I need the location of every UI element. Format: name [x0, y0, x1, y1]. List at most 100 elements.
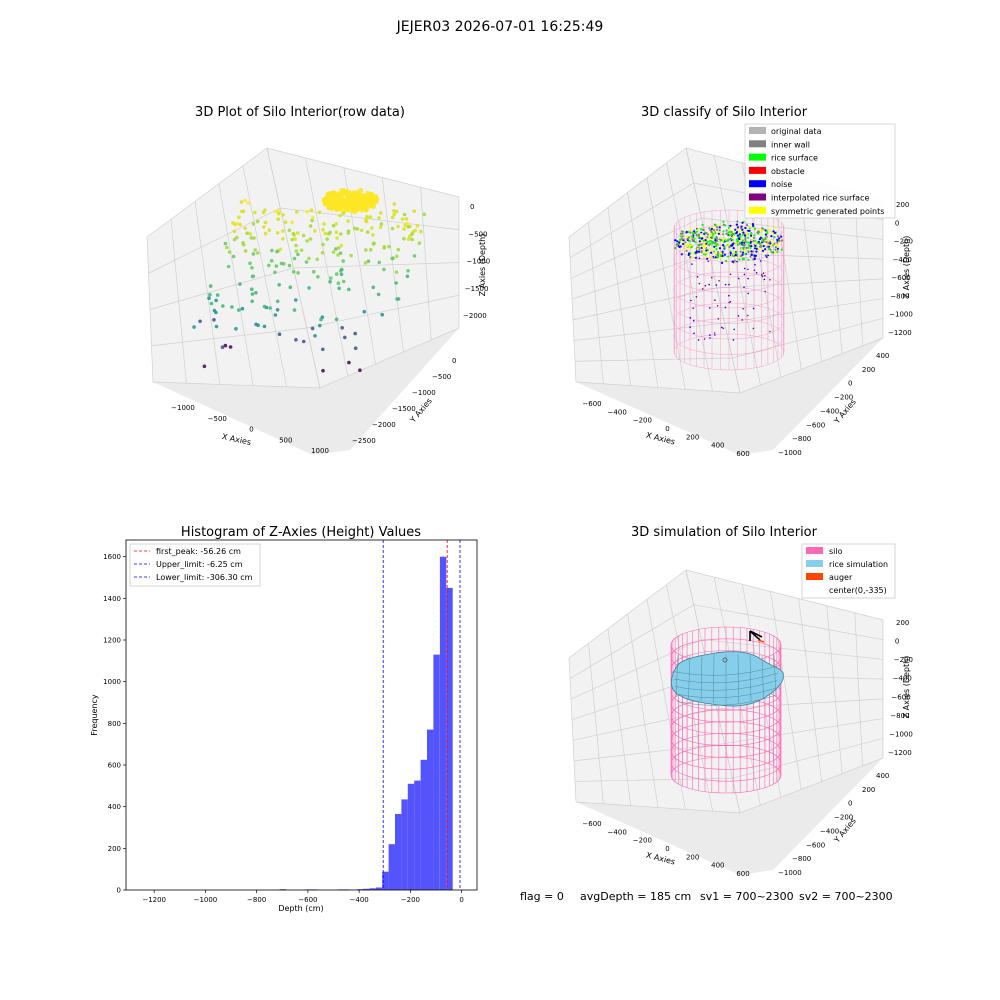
z-tick-label: −2000: [463, 312, 487, 320]
classified-point: [718, 229, 721, 232]
classified-point: [761, 249, 765, 252]
classified-point: [704, 253, 707, 256]
y-tick-label: −1500: [392, 405, 416, 413]
classified-point: [772, 230, 775, 233]
rice-mesh-line: [688, 654, 691, 700]
data-point: [339, 188, 344, 193]
noise-point: [690, 299, 692, 302]
data-point: [278, 247, 283, 252]
classified-point: [727, 226, 730, 229]
data-point: [269, 259, 274, 263]
data-point: [234, 327, 238, 331]
data-point: [352, 226, 357, 231]
data-point: [246, 201, 251, 205]
data-point: [291, 232, 296, 236]
classified-point: [776, 247, 780, 250]
classified-point: [690, 246, 693, 249]
noise-point: [729, 300, 732, 303]
data-point: [321, 228, 325, 232]
classified-point: [681, 230, 684, 233]
data-point: [214, 298, 218, 303]
classified-point: [732, 253, 735, 256]
classified-point: [754, 239, 757, 242]
classified-point: [750, 234, 753, 237]
data-point: [262, 324, 267, 329]
footer-flag: flag = 0: [520, 890, 564, 903]
classify-silo-wireframe: [673, 209, 785, 371]
classified-point: [715, 239, 719, 243]
classified-point: [741, 257, 745, 260]
grid-line: [826, 605, 843, 774]
noise-point: [689, 326, 691, 328]
classified-point: [741, 239, 745, 242]
classified-point: [746, 223, 749, 227]
noise-point: [737, 315, 740, 317]
z-tick-label: −400: [893, 256, 912, 264]
data-point: [223, 241, 228, 246]
x-tick-label: −600: [298, 896, 317, 904]
y-tick-label: −200: [834, 814, 853, 822]
classified-point: [744, 238, 747, 241]
noise-point: [715, 284, 718, 286]
classified-point: [747, 258, 750, 261]
classified-point: [717, 232, 721, 235]
rice-surface-shape: [670, 651, 784, 707]
data-point: [276, 217, 281, 221]
classified-point: [716, 243, 719, 246]
y-tick-label: 200: [862, 366, 875, 374]
classified-point: [746, 233, 749, 236]
data-point: [366, 259, 371, 264]
footer-sv1: sv1 = 700~2300: [700, 890, 794, 903]
classified-point: [752, 236, 756, 239]
data-point: [321, 347, 325, 352]
classified-point: [734, 241, 738, 244]
data-point: [405, 221, 410, 226]
classified-point: [725, 229, 728, 232]
classified-point: [780, 239, 784, 242]
classified-point: [771, 232, 774, 235]
data-point: [327, 232, 331, 236]
classified-point: [762, 245, 765, 248]
classified-point: [715, 248, 718, 251]
data-point: [364, 248, 368, 252]
histogram-y-label: Frequency: [90, 694, 99, 736]
noise-point: [743, 267, 746, 270]
classified-point: [702, 239, 705, 242]
classified-point: [722, 230, 725, 233]
classified-point: [767, 241, 770, 245]
classified-point: [747, 251, 750, 254]
noise-point: [693, 332, 695, 335]
data-point: [410, 232, 414, 236]
noise-point: [701, 288, 704, 290]
panel-classify: 3D classify of Silo Interior −600 −400 −20…: [568, 105, 913, 458]
classified-point: [747, 236, 750, 239]
data-point: [312, 269, 316, 274]
data-point: [292, 256, 297, 261]
data-point: [331, 223, 336, 228]
y-tick-label: −200: [834, 394, 853, 402]
legend-swatch: [806, 547, 823, 554]
data-point: [364, 218, 368, 223]
data-point: [240, 306, 245, 311]
grid-line: [575, 337, 884, 394]
panel-histogram: Histogram of Z-Axies (Height) Values −12…: [90, 525, 478, 913]
data-point: [225, 245, 229, 250]
data-point: [370, 226, 374, 230]
data-point: [336, 281, 341, 286]
noise-point: [742, 308, 744, 310]
raw-x-label: X Axies: [221, 432, 252, 447]
y-tick-label: 600: [108, 762, 121, 770]
classified-point: [730, 233, 733, 237]
classified-point: [691, 252, 695, 255]
y-tick-label: −800: [792, 435, 811, 443]
rice-mesh-line: [713, 654, 715, 704]
grid-line: [568, 569, 884, 659]
classified-point: [728, 234, 731, 237]
data-point: [390, 226, 395, 231]
x-tick-label: −1000: [194, 896, 218, 904]
classified-point: [700, 237, 703, 240]
z-tick-label: −1500: [465, 285, 489, 293]
histogram-bar: [388, 844, 395, 890]
data-point: [339, 232, 343, 236]
classified-point: [742, 231, 745, 234]
